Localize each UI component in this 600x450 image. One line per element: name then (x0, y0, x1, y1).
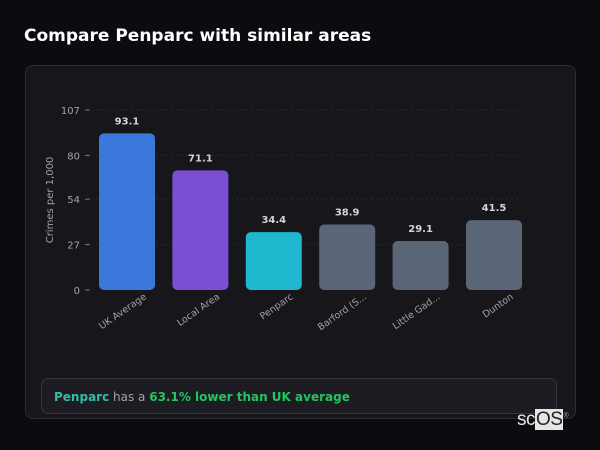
area-name: Penparc (54, 390, 110, 404)
page-title: Compare Penparc with similar areas (24, 26, 372, 46)
bar[interactable] (319, 224, 376, 290)
y-tick-label: 107 (61, 106, 80, 117)
y-axis-label: Crimes per 1,000 (45, 157, 56, 244)
x-tick-label: UK Average (97, 291, 149, 332)
scos-logo: scOS® (517, 409, 569, 430)
summary-text: has a (109, 390, 150, 404)
data-label: 93.1 (115, 116, 140, 127)
data-label: 34.4 (261, 215, 286, 226)
x-tick-label: Little Gad... (391, 291, 443, 332)
x-tick-label: Barford (S... (316, 291, 369, 333)
y-tick-label: 0 (74, 286, 80, 297)
y-tick-label: 54 (67, 195, 80, 206)
bar[interactable] (172, 170, 229, 290)
data-label: 38.9 (335, 208, 360, 219)
y-tick-label: 27 (67, 241, 80, 252)
bar[interactable] (99, 133, 155, 290)
x-tick-label: Local Area (175, 291, 222, 328)
bar[interactable] (466, 220, 522, 290)
data-label: 41.5 (482, 203, 507, 214)
bar[interactable] (392, 241, 449, 290)
data-label: 29.1 (408, 224, 433, 235)
x-tick-label: Dunton (481, 291, 516, 320)
x-tick-label: Penparc (258, 291, 295, 322)
comparison-summary: Penparc has a 63.1% lower than UK averag… (41, 378, 557, 414)
data-label: 71.1 (188, 153, 213, 164)
comparison-value: 63.1% lower than UK average (149, 390, 350, 404)
y-tick-label: 80 (67, 151, 80, 162)
bar[interactable] (245, 232, 302, 290)
